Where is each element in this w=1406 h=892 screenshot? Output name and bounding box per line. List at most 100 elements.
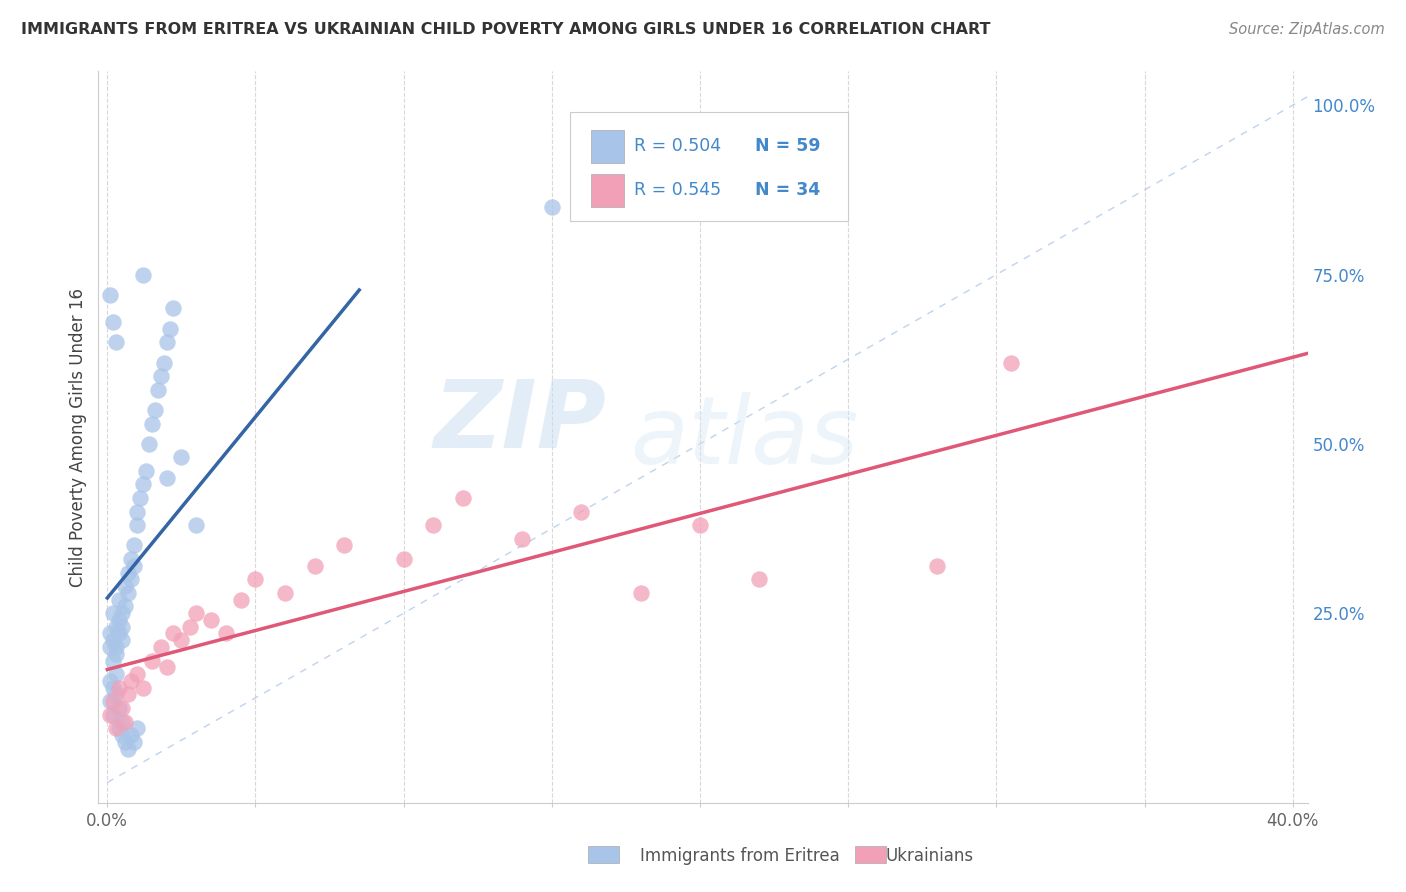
- Point: [155, 471, 177, 485]
- Point: [105, 721, 128, 735]
- Point: [1000, 355, 1022, 369]
- Text: N = 59: N = 59: [755, 137, 821, 155]
- Point: [98, 640, 121, 654]
- Point: [125, 518, 148, 533]
- Point: [162, 626, 184, 640]
- Point: [103, 654, 125, 668]
- Point: [98, 673, 121, 688]
- Point: [103, 606, 125, 620]
- Point: [105, 667, 128, 681]
- Text: atlas: atlas: [630, 392, 859, 483]
- Point: [125, 667, 148, 681]
- Point: [129, 491, 152, 505]
- Point: [186, 606, 208, 620]
- Point: [155, 660, 177, 674]
- Text: Immigrants from Eritrea: Immigrants from Eritrea: [640, 847, 839, 865]
- Point: [114, 599, 136, 614]
- Point: [117, 586, 139, 600]
- Point: [103, 707, 125, 722]
- Point: [111, 633, 134, 648]
- Point: [98, 288, 121, 302]
- Text: ZIP: ZIP: [433, 376, 606, 468]
- Point: [146, 383, 169, 397]
- Point: [111, 606, 134, 620]
- Point: [111, 728, 134, 742]
- Point: [540, 200, 562, 214]
- Point: [105, 620, 128, 634]
- Point: [152, 355, 174, 369]
- Text: Source: ZipAtlas.com: Source: ZipAtlas.com: [1229, 22, 1385, 37]
- Point: [155, 335, 177, 350]
- Point: [120, 673, 142, 688]
- Point: [200, 613, 222, 627]
- Point: [98, 626, 121, 640]
- Point: [630, 586, 652, 600]
- Point: [149, 640, 172, 654]
- Point: [186, 518, 208, 533]
- Point: [108, 626, 131, 640]
- Point: [120, 728, 142, 742]
- Point: [132, 681, 155, 695]
- Point: [422, 518, 444, 533]
- Text: R = 0.545: R = 0.545: [634, 181, 721, 199]
- Point: [117, 688, 139, 702]
- Point: [105, 335, 128, 350]
- Point: [108, 701, 131, 715]
- Point: [229, 592, 252, 607]
- Point: [105, 640, 128, 654]
- Point: [149, 369, 172, 384]
- Point: [159, 322, 181, 336]
- Point: [108, 613, 131, 627]
- Point: [179, 620, 201, 634]
- Point: [111, 620, 134, 634]
- Point: [215, 626, 238, 640]
- Point: [122, 558, 145, 573]
- Point: [927, 558, 949, 573]
- Point: [103, 315, 125, 329]
- Point: [170, 633, 193, 648]
- Point: [105, 647, 128, 661]
- Point: [122, 538, 145, 552]
- Point: [114, 714, 136, 729]
- Point: [125, 505, 148, 519]
- Y-axis label: Child Poverty Among Girls Under 16: Child Poverty Among Girls Under 16: [69, 287, 87, 587]
- Point: [103, 633, 125, 648]
- Point: [132, 268, 155, 282]
- FancyBboxPatch shape: [591, 130, 624, 163]
- Point: [170, 450, 193, 465]
- Point: [103, 694, 125, 708]
- Point: [111, 714, 134, 729]
- Point: [122, 735, 145, 749]
- Point: [143, 403, 166, 417]
- FancyBboxPatch shape: [569, 112, 848, 221]
- Text: IMMIGRANTS FROM ERITREA VS UKRAINIAN CHILD POVERTY AMONG GIRLS UNDER 16 CORRELAT: IMMIGRANTS FROM ERITREA VS UKRAINIAN CHI…: [21, 22, 991, 37]
- Point: [120, 552, 142, 566]
- Point: [141, 654, 163, 668]
- Point: [108, 721, 131, 735]
- Point: [392, 552, 415, 566]
- Text: Ukrainians: Ukrainians: [886, 847, 974, 865]
- Point: [274, 586, 297, 600]
- FancyBboxPatch shape: [591, 174, 624, 207]
- Point: [117, 741, 139, 756]
- Point: [117, 566, 139, 580]
- Point: [105, 688, 128, 702]
- Point: [333, 538, 356, 552]
- Point: [103, 681, 125, 695]
- Point: [114, 579, 136, 593]
- Point: [111, 701, 134, 715]
- Point: [120, 572, 142, 586]
- Text: R = 0.504: R = 0.504: [634, 137, 721, 155]
- Point: [125, 721, 148, 735]
- Point: [108, 681, 131, 695]
- Point: [451, 491, 474, 505]
- Point: [162, 301, 184, 316]
- Point: [138, 437, 160, 451]
- Point: [689, 518, 711, 533]
- Point: [114, 735, 136, 749]
- Point: [132, 477, 155, 491]
- Point: [108, 592, 131, 607]
- Point: [245, 572, 267, 586]
- Point: [141, 417, 163, 431]
- Point: [748, 572, 770, 586]
